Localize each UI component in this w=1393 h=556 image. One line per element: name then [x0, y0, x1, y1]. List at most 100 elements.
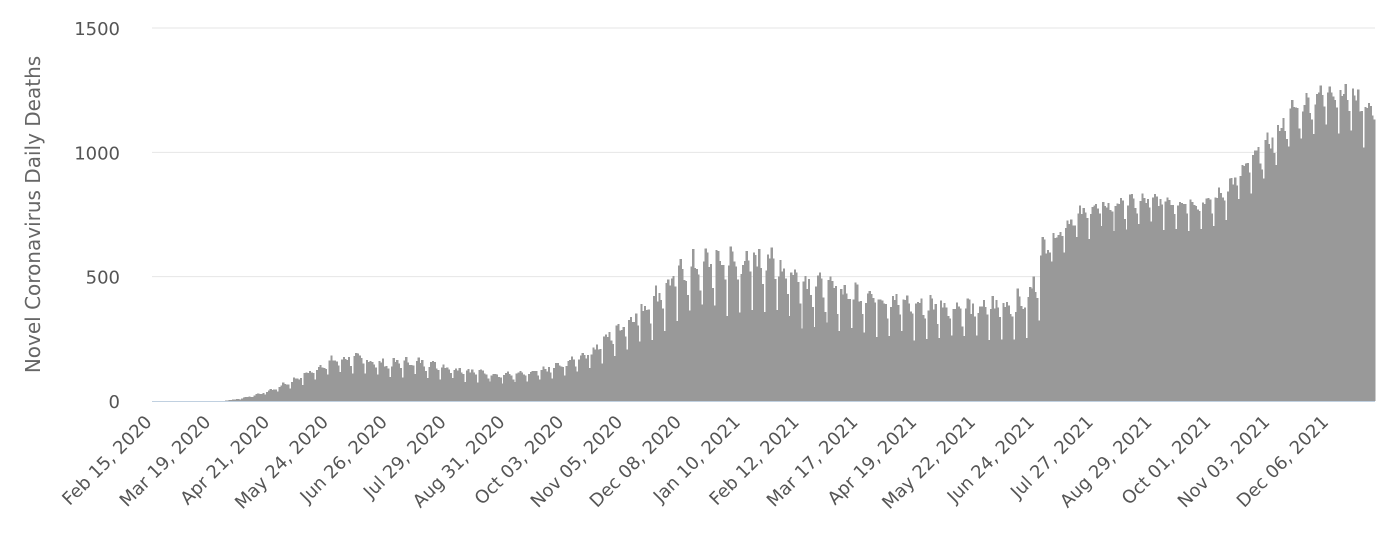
bar — [916, 301, 919, 401]
bar — [1139, 200, 1142, 401]
bar — [455, 368, 458, 401]
bar — [453, 370, 456, 401]
bar — [390, 366, 394, 401]
bar — [271, 390, 274, 401]
bar — [615, 325, 618, 401]
bar — [695, 269, 698, 401]
bar — [1316, 93, 1319, 401]
bar — [882, 303, 886, 401]
bar — [831, 281, 834, 401]
bar — [756, 266, 759, 401]
bar — [1303, 104, 1306, 401]
bar — [1036, 297, 1039, 401]
bar — [952, 308, 955, 401]
bar — [868, 291, 871, 401]
bar — [358, 355, 361, 401]
bar — [784, 278, 788, 401]
bar — [1310, 119, 1313, 402]
bar — [460, 372, 463, 401]
bar — [332, 360, 335, 401]
bar — [620, 329, 624, 401]
bar — [1186, 213, 1189, 401]
bar — [590, 354, 593, 401]
bar — [508, 374, 511, 401]
bar — [692, 248, 695, 401]
bar — [638, 341, 641, 401]
bar — [253, 395, 256, 401]
bar — [774, 279, 777, 401]
bar — [579, 355, 582, 401]
bar — [610, 340, 613, 401]
bar — [979, 306, 982, 401]
bar — [1013, 339, 1016, 401]
bar — [337, 365, 340, 401]
bar — [611, 344, 615, 401]
bar — [1332, 96, 1335, 401]
bar — [517, 372, 520, 401]
bar — [471, 369, 474, 401]
bar — [959, 308, 962, 401]
bar — [554, 363, 558, 401]
bar — [1191, 202, 1194, 401]
bar — [599, 349, 602, 401]
bar — [1364, 106, 1367, 401]
bar — [357, 353, 360, 401]
bar — [877, 299, 880, 401]
bar — [676, 320, 679, 401]
bar — [742, 265, 745, 401]
bar — [1244, 163, 1247, 401]
bar — [767, 254, 770, 401]
bar — [822, 297, 825, 401]
bar — [328, 360, 331, 401]
bar — [246, 397, 249, 401]
bar — [644, 305, 647, 401]
bar — [874, 302, 877, 401]
bar — [966, 298, 969, 401]
bar — [1105, 207, 1108, 401]
bar — [915, 303, 918, 401]
bar — [717, 251, 720, 401]
bar — [973, 316, 976, 401]
bar — [267, 390, 271, 401]
bar — [726, 315, 729, 401]
bar — [431, 360, 435, 401]
bar — [904, 300, 907, 401]
bar — [1061, 236, 1064, 401]
bar — [367, 362, 370, 401]
bar — [558, 365, 561, 401]
bar — [733, 261, 736, 401]
bar — [458, 367, 461, 401]
bar — [435, 368, 438, 401]
bar — [804, 275, 807, 401]
bar — [1200, 228, 1203, 401]
bar — [494, 374, 497, 401]
bar — [344, 358, 347, 401]
bar — [449, 372, 452, 401]
bar — [665, 282, 668, 401]
bar — [1230, 177, 1233, 401]
bar — [371, 361, 374, 401]
bar — [1221, 197, 1224, 401]
bar — [775, 310, 779, 401]
bar — [1357, 89, 1360, 401]
bar — [572, 359, 575, 401]
bar — [378, 360, 381, 401]
bar — [1120, 198, 1123, 401]
bar — [326, 374, 329, 401]
bar — [1268, 144, 1271, 402]
bar — [619, 330, 622, 401]
bar — [1335, 107, 1338, 402]
bar — [339, 371, 342, 401]
bar — [512, 379, 515, 401]
bar — [504, 372, 508, 401]
bar — [1234, 177, 1237, 401]
bar — [264, 394, 267, 401]
bar — [282, 382, 285, 401]
bar — [1077, 213, 1080, 401]
bar — [825, 322, 829, 401]
bar — [1029, 286, 1032, 401]
bar — [861, 314, 864, 401]
bar — [1305, 92, 1308, 401]
bar — [237, 399, 240, 401]
bar — [849, 298, 852, 401]
